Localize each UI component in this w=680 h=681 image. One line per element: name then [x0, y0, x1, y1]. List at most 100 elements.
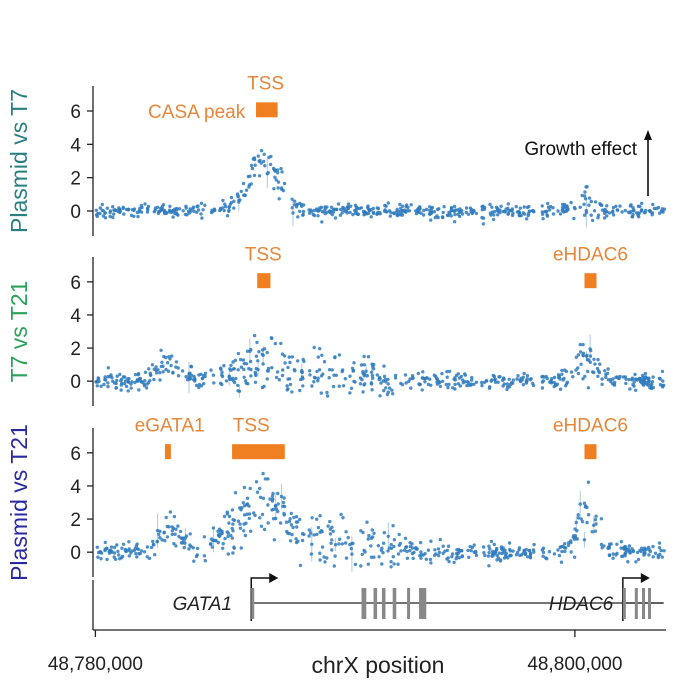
data-point: [200, 376, 205, 381]
data-point: [370, 373, 375, 378]
data-point: [164, 355, 168, 360]
data-point: [371, 376, 375, 380]
data-point: [613, 380, 617, 385]
data-point: [502, 209, 507, 214]
data-point: [351, 369, 355, 373]
data-point: [275, 370, 280, 374]
gene-track: GATA1 HDAC6: [92, 573, 664, 630]
data-point: [144, 386, 149, 390]
data-point: [557, 374, 561, 379]
data-point: [238, 522, 242, 526]
data-point: [660, 369, 665, 374]
data-point: [560, 372, 564, 376]
data-point: [600, 546, 604, 550]
data-point: [600, 382, 604, 386]
data-point: [379, 548, 384, 552]
region-label-casa-peak: CASA peak: [148, 102, 246, 123]
points-group: [95, 471, 666, 572]
data-point: [657, 541, 662, 545]
data-point: [583, 190, 587, 194]
data-point: [556, 548, 560, 552]
data-point: [505, 387, 509, 392]
data-point: [325, 390, 329, 395]
data-point: [326, 524, 330, 528]
data-point: [122, 212, 126, 216]
data-point: [217, 534, 221, 538]
data-point: [328, 519, 332, 524]
data-point: [327, 368, 332, 372]
data-point: [98, 206, 103, 210]
data-point: [259, 524, 264, 528]
data-point: [648, 209, 652, 213]
data-point: [611, 556, 615, 560]
data-point: [177, 207, 182, 211]
data-point: [400, 209, 405, 213]
data-point: [249, 529, 253, 533]
data-point: [265, 350, 269, 355]
data-point: [239, 546, 243, 550]
data-point: [234, 376, 238, 381]
data-point: [119, 383, 124, 387]
data-point: [236, 519, 241, 523]
data-point: [651, 202, 655, 207]
data-point: [329, 205, 334, 209]
data-point: [96, 555, 100, 559]
data-point: [192, 209, 196, 214]
data-point: [474, 380, 479, 384]
data-point: [277, 378, 281, 382]
data-point: [489, 539, 494, 544]
data-point: [135, 547, 139, 551]
data-point: [319, 391, 323, 395]
data-point: [541, 546, 546, 550]
data-point: [526, 555, 530, 559]
data-point: [184, 534, 189, 538]
x-tick-label: 48,800,000: [527, 654, 622, 675]
data-point: [606, 367, 610, 371]
data-point: [121, 542, 126, 546]
data-point: [126, 389, 130, 393]
data-point: [280, 170, 284, 174]
data-point: [470, 545, 474, 550]
data-point: [286, 387, 290, 391]
data-point: [602, 216, 607, 220]
data-point: [167, 210, 171, 214]
data-point: [405, 549, 409, 554]
data-point: [375, 373, 379, 377]
data-point: [569, 550, 573, 554]
data-point: [312, 345, 316, 350]
data-point: [276, 502, 280, 506]
data-point: [525, 377, 529, 381]
data-point: [316, 355, 320, 359]
data-point: [260, 385, 265, 390]
data-point: [296, 359, 300, 363]
data-point: [389, 542, 393, 547]
data-point: [310, 384, 314, 388]
data-point: [607, 546, 611, 550]
data-point: [488, 385, 492, 389]
data-point: [230, 536, 234, 540]
data-point: [421, 370, 425, 374]
data-point: [325, 210, 329, 214]
data-point: [299, 377, 303, 382]
data-point: [334, 207, 339, 211]
data-point: [118, 557, 122, 561]
data-point: [268, 497, 272, 501]
data-point: [301, 384, 305, 388]
data-point: [563, 549, 567, 554]
data-point: [348, 210, 352, 215]
data-point: [221, 542, 225, 546]
data-point: [199, 212, 203, 216]
data-point: [236, 389, 240, 393]
data-point: [279, 341, 283, 346]
data-point: [319, 205, 324, 209]
data-point: [472, 382, 476, 386]
data-point: [164, 367, 168, 372]
data-point: [142, 384, 147, 388]
region-egata1: [164, 444, 171, 460]
data-point: [458, 384, 462, 388]
data-point: [413, 546, 418, 550]
data-point: [450, 554, 454, 559]
data-point: [261, 353, 265, 357]
data-point: [458, 210, 463, 214]
data-point: [136, 214, 140, 219]
